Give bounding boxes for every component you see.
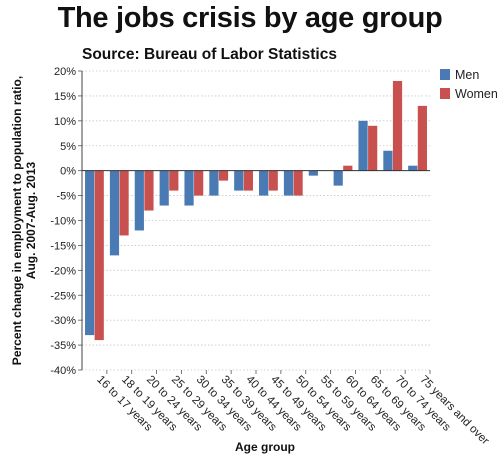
bar-women: [119, 170, 129, 236]
bar-men: [333, 170, 343, 186]
bar-women: [94, 170, 104, 341]
bar-women: [218, 170, 229, 181]
legend-swatch-women: [440, 88, 450, 99]
bar-women: [368, 125, 378, 171]
chart-subtitle: Source: Bureau of Labor Statistics: [82, 46, 337, 63]
bar-men: [184, 170, 194, 206]
legend-label-men: Men: [455, 68, 479, 82]
y-tick-label: -15%: [50, 240, 76, 252]
legend-label-women: Women: [455, 87, 498, 101]
bar-women: [169, 170, 179, 191]
bar-women: [243, 170, 253, 191]
bar-women: [144, 170, 154, 211]
bar-men: [159, 170, 169, 206]
bar-men: [209, 170, 219, 196]
bar-men: [383, 150, 393, 171]
bar-women: [343, 165, 353, 171]
bar-women: [293, 170, 303, 196]
bar-women: [268, 170, 278, 191]
bar-men: [85, 170, 95, 336]
y-tick-label: -20%: [50, 265, 76, 277]
bar-women: [417, 105, 427, 171]
bar-women: [194, 170, 204, 196]
bar-men: [134, 170, 144, 231]
bar-men: [308, 170, 318, 176]
y-tick-label: 15%: [54, 91, 76, 103]
bar-men: [283, 170, 294, 196]
legend-swatch-men: [440, 69, 450, 80]
y-tick-label: 10%: [54, 116, 76, 128]
bar-men: [234, 170, 244, 191]
y-tick-label: -25%: [50, 290, 76, 302]
y-tick-label: -40%: [50, 365, 76, 377]
y-tick-label: -5%: [56, 191, 76, 203]
y-tick-label: 5%: [60, 141, 76, 153]
bar-men: [109, 170, 120, 256]
bar-men: [358, 120, 368, 171]
y-axis-title-line-1: Percent change in employment to populati…: [10, 76, 24, 365]
y-tick-label: 20%: [54, 66, 76, 78]
y-tick-label: -10%: [50, 216, 76, 228]
bar-men: [259, 170, 269, 196]
x-axis-title: Age group: [235, 440, 295, 454]
y-tick-label: -30%: [50, 315, 76, 327]
y-tick-label: -35%: [50, 340, 76, 352]
chart-title: The jobs crisis by age group: [57, 2, 443, 34]
y-tick-label: 0%: [60, 166, 76, 178]
bar-men: [408, 165, 418, 171]
y-axis-title-line-2: Aug. 2007-Aug. 2013: [24, 161, 38, 279]
bar-women: [392, 80, 403, 171]
